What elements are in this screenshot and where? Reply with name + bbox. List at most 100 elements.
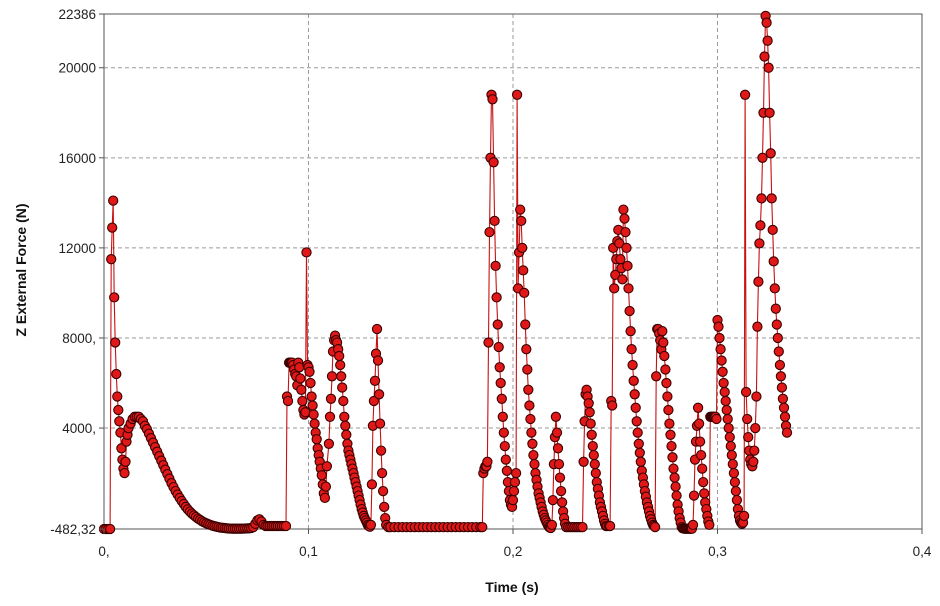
tick-labels: 0, 0,1 0,2 0,3 0,4 -482,32 4000, 8000, 12000 1600… [50,7,932,559]
data-point [776,382,788,393]
data-point [497,411,508,422]
data-point [687,519,699,531]
y-tick-label: 22386 [58,7,96,22]
data-point [547,494,559,506]
data-point [766,193,777,204]
data-point [759,51,770,62]
data-point [588,449,599,461]
data-point [624,305,635,317]
data-point [527,438,538,449]
data-point [109,292,120,303]
data-point [623,283,634,294]
y-tick-label: 16000 [58,151,96,166]
data-point [377,485,389,497]
data-point [519,287,530,299]
data-point [767,224,778,236]
y-tick-label: 8000, [62,331,96,346]
data-point [714,332,725,344]
data-point [620,226,631,238]
force-series [98,10,793,535]
data-point [104,523,116,535]
data-point [483,337,494,348]
data-point [589,458,600,470]
data-point [374,418,386,429]
data-point [495,377,506,389]
data-point [107,222,118,233]
data-point [509,476,521,488]
data-point [622,260,633,272]
data-point [660,364,671,375]
data-point [770,303,781,314]
data-point [577,521,588,533]
data-point [306,391,317,402]
data-point [282,395,294,407]
data-point [490,260,501,272]
data-point [717,366,728,377]
data-point [615,254,626,265]
y-tick-label: 20000 [58,61,96,76]
data-point [551,427,563,438]
data-point [777,393,789,404]
data-point [492,319,503,330]
data-point [280,520,292,532]
data-point [663,404,674,416]
data-point [753,276,764,287]
data-point [494,362,505,373]
data-point [511,89,523,100]
data-point [113,404,124,416]
data-point [632,427,643,438]
data-point [324,411,336,422]
data-point [319,492,331,504]
data-point [618,204,629,215]
data-point [373,389,385,400]
data-point [341,429,352,440]
data-point [626,344,637,355]
data-point [698,476,709,488]
data-point [120,456,131,467]
data-point [743,431,754,443]
data-point [779,411,791,422]
x-tick-label: 0,4 [913,544,932,559]
data-point [296,384,307,395]
y-tick-label: 4000, [62,421,96,436]
data-point [499,440,510,452]
y-axis-title: Z External Force (N) [13,203,29,336]
data-point [552,443,564,454]
data-point [515,204,526,215]
data-point [688,490,700,501]
data-point [321,461,333,472]
data-point [719,386,730,398]
data-point [484,226,495,238]
data-point [730,485,742,497]
data-point [521,344,532,355]
data-point [491,292,502,303]
data-point [742,413,753,425]
data-point [749,445,760,456]
data-point [773,346,784,357]
data-point [664,418,675,429]
data-point [482,456,493,467]
data-point [372,355,384,366]
data-point [371,323,383,335]
data-point [366,479,378,490]
data-point [711,413,722,425]
data-point [108,195,119,206]
data-point [365,519,377,531]
data-point [629,389,640,400]
data-point [112,391,123,402]
data-point [752,321,763,332]
data-point [699,488,710,499]
data-point [111,368,122,380]
data-point [336,371,347,382]
y-tick-label: 12000 [58,241,96,256]
data-point [308,409,319,420]
data-point [116,443,127,454]
data-point [657,326,668,337]
data-point [761,17,772,28]
data-point [524,400,535,411]
data-point [590,467,601,479]
grid-lines [104,14,922,529]
x-axis-title: Time (s) [485,579,538,595]
data-point [487,94,498,105]
data-point [297,395,308,407]
